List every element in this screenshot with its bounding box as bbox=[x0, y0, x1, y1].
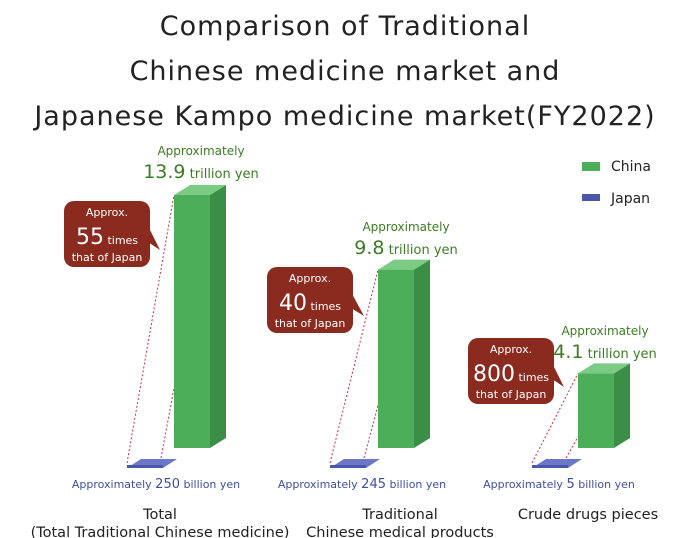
ratio-value-number: 800 bbox=[473, 362, 515, 387]
legend-label-china: China bbox=[611, 159, 651, 175]
japan-value-unit: billion yen bbox=[386, 478, 446, 491]
china-bar bbox=[378, 269, 414, 448]
japan-bar bbox=[127, 465, 163, 468]
ratio-value-unit: times bbox=[307, 300, 341, 313]
ratio-value-label: 55 times bbox=[76, 225, 138, 250]
china-bar bbox=[578, 373, 614, 448]
china-value-label: 9.8 trillion yen bbox=[354, 237, 458, 259]
guide-line-left bbox=[329, 269, 379, 464]
japan-value-label: Approximately 250 billion yen bbox=[72, 477, 240, 492]
ratio-bottom-label: that of Japan bbox=[476, 388, 547, 401]
china-value-prefix: Approximately bbox=[561, 324, 648, 338]
japan-value-unit: billion yen bbox=[180, 478, 240, 491]
china-value-number: 4.1 bbox=[553, 341, 583, 363]
category-label: Traditional bbox=[361, 507, 438, 523]
ratio-bubble-tail bbox=[148, 226, 160, 250]
japan-value-label: Approximately 245 billion yen bbox=[278, 477, 446, 492]
title-line-1: Comparison of Traditional bbox=[159, 11, 531, 42]
china-bar-side bbox=[414, 259, 430, 448]
ratio-top-label: Approx. bbox=[289, 272, 331, 285]
category-label: Chinese medical products bbox=[306, 525, 494, 538]
ratio-value-number: 40 bbox=[279, 291, 307, 316]
category-label: Crude drugs pieces bbox=[518, 507, 658, 523]
ratio-bubble-tail bbox=[351, 292, 364, 316]
guide-line-left bbox=[531, 373, 579, 464]
china-value-number: 9.8 bbox=[354, 237, 384, 259]
japan-value-unit: billion yen bbox=[575, 478, 635, 491]
china-value-unit: trillion yen bbox=[384, 243, 457, 258]
japan-value-number: 250 bbox=[155, 477, 180, 492]
china-value-number: 13.9 bbox=[143, 161, 185, 183]
china-value-unit: trillion yen bbox=[583, 347, 656, 362]
legend-label-japan: Japan bbox=[610, 191, 650, 207]
legend-swatch-china bbox=[582, 162, 600, 171]
china-bar-side bbox=[210, 185, 226, 448]
china-value-label: 4.1 trillion yen bbox=[553, 341, 657, 363]
title-line-3: Japanese Kampo medicine market(FY2022) bbox=[34, 101, 656, 132]
ratio-bubble-body bbox=[64, 201, 150, 267]
japan-value-prefix: Approximately bbox=[72, 478, 155, 491]
ratio-value-label: 40 times bbox=[279, 291, 341, 316]
ratio-value-unit: times bbox=[515, 371, 549, 384]
china-bar-top bbox=[578, 363, 630, 374]
ratio-top-label: Approx. bbox=[86, 206, 128, 219]
china-value-label: 13.9 trillion yen bbox=[143, 161, 259, 183]
ratio-bottom-label: that of Japan bbox=[72, 251, 143, 264]
japan-bar bbox=[532, 465, 568, 468]
category-label: (Total Traditional Chinese medicine) bbox=[31, 525, 290, 538]
ratio-top-label: Approx. bbox=[490, 343, 532, 356]
china-bar-top bbox=[174, 185, 226, 196]
ratio-bubble-tail bbox=[552, 363, 564, 387]
china-bar-side bbox=[614, 363, 630, 448]
china-bar bbox=[174, 195, 210, 448]
china-value-prefix: Approximately bbox=[362, 220, 449, 234]
ratio-value-number: 55 bbox=[76, 225, 104, 250]
china-bar-top bbox=[378, 259, 430, 270]
ratio-bubble-body bbox=[267, 267, 353, 333]
japan-value-prefix: Approximately bbox=[278, 478, 361, 491]
ratio-value-unit: times bbox=[104, 234, 138, 247]
guide-line-left bbox=[126, 194, 175, 464]
chart-title: Comparison of Traditional Chinese medici… bbox=[0, 4, 690, 139]
japan-value-prefix: Approximately bbox=[483, 478, 566, 491]
legend-swatch-japan bbox=[582, 194, 600, 201]
japan-value-number: 5 bbox=[566, 477, 574, 492]
title-line-2: Chinese medicine market and bbox=[129, 56, 561, 87]
ratio-bubble-body bbox=[468, 338, 554, 404]
china-value-unit: trillion yen bbox=[186, 167, 259, 182]
japan-value-label: Approximately 5 billion yen bbox=[483, 477, 635, 492]
category-label: Total bbox=[142, 507, 177, 523]
ratio-value-label: 800 times bbox=[473, 362, 549, 387]
ratio-bottom-label: that of Japan bbox=[275, 317, 346, 330]
japan-value-number: 245 bbox=[361, 477, 386, 492]
china-value-prefix: Approximately bbox=[157, 144, 244, 158]
japan-bar bbox=[330, 465, 366, 468]
